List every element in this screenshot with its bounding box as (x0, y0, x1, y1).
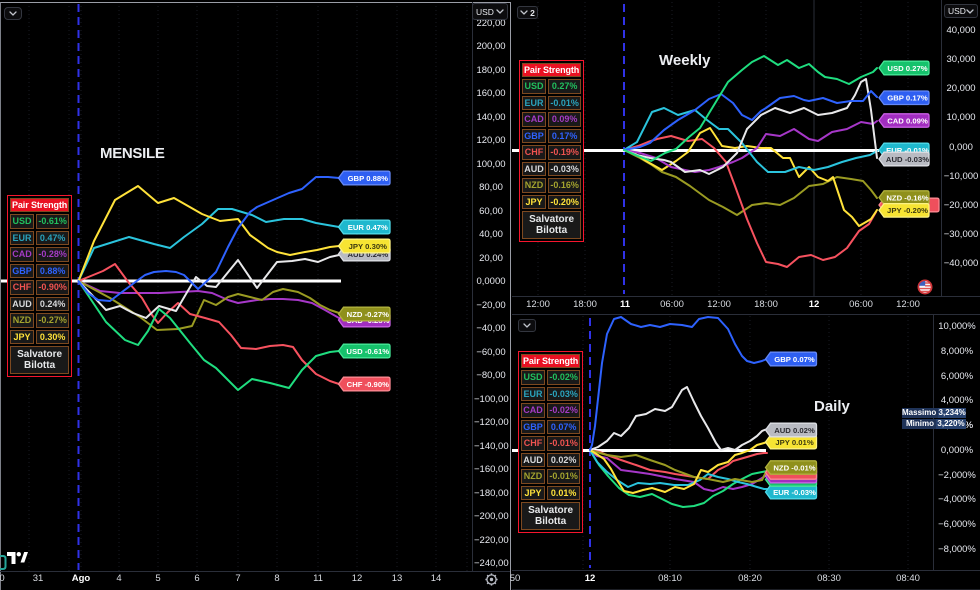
svg-text:CHF -0.90%: CHF -0.90% (347, 380, 389, 389)
svg-text:JPY -0.20%: JPY -0.20% (887, 206, 928, 215)
svg-text:EUR -0.01%: EUR -0.01% (886, 146, 929, 155)
svg-text:EUR -0.03%: EUR -0.03% (773, 488, 816, 497)
svg-text:JPY 0.01%: JPY 0.01% (775, 438, 813, 447)
svg-text:AUD -0.03%: AUD -0.03% (886, 155, 929, 164)
svg-text:GBP 0.17%: GBP 0.17% (887, 94, 928, 103)
svg-text:NZD -0.16%: NZD -0.16% (886, 193, 928, 202)
svg-text:NZD -0.01%: NZD -0.01% (773, 463, 815, 472)
svg-text:NZD -0.27%: NZD -0.27% (347, 310, 389, 319)
svg-text:USD -0.61%: USD -0.61% (346, 347, 389, 356)
svg-text:AUD 0.02%: AUD 0.02% (774, 426, 815, 435)
svg-text:GBP 0.88%: GBP 0.88% (348, 174, 389, 183)
svg-text:USD 0.27%: USD 0.27% (887, 64, 927, 73)
svg-text:JPY 0.30%: JPY 0.30% (349, 242, 387, 251)
svg-text:CAD 0.09%: CAD 0.09% (887, 116, 928, 125)
svg-text:EUR 0.47%: EUR 0.47% (348, 223, 388, 232)
svg-text:AUD 0.24%: AUD 0.24% (348, 250, 389, 259)
svg-text:GBP 0.07%: GBP 0.07% (774, 355, 815, 364)
